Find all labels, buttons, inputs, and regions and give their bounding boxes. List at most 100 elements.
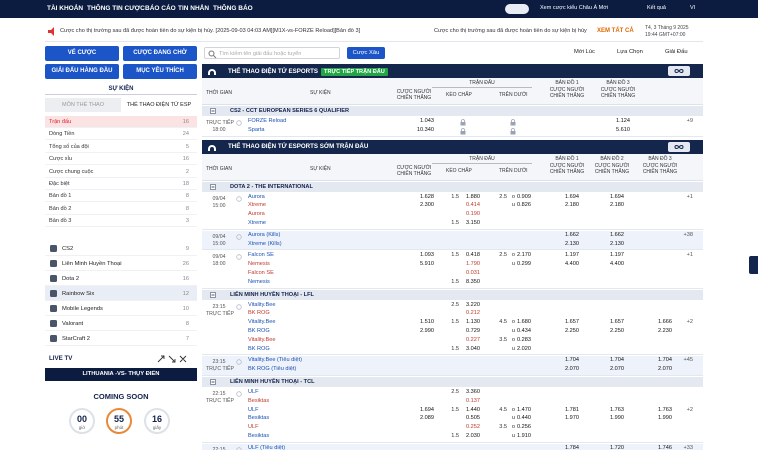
odds-map[interactable]: 1.763 <box>658 406 672 413</box>
market-item[interactable]: Cược chung cuộc 2 <box>45 166 197 178</box>
odds-map[interactable]: 1.990 <box>658 415 672 422</box>
team-name[interactable]: Xtreme <box>248 202 267 209</box>
team-name[interactable]: Falcon SE <box>248 269 274 276</box>
team-name[interactable]: Xtreme <box>248 219 267 226</box>
game-item[interactable]: CS2 9 <box>45 241 197 256</box>
odds-map[interactable]: 2.230 <box>658 327 672 334</box>
odds-map[interactable]: 4.400 <box>610 261 624 268</box>
odds-handicap[interactable]: 3.220 <box>466 301 480 308</box>
nav-item[interactable]: TIN NHẮN <box>178 5 210 12</box>
team-name[interactable]: Falcon SE <box>248 252 274 259</box>
team-name[interactable]: Vitality.Bee <box>248 336 276 343</box>
odds-handicap[interactable]: 0.190 <box>466 211 480 218</box>
odds-winner[interactable]: 2.089 <box>420 415 434 422</box>
more-markets[interactable]: +33 <box>683 444 694 450</box>
odds-map[interactable]: 1.694 <box>610 193 624 200</box>
odds-winner[interactable]: 1.510 <box>420 319 434 326</box>
odds-handicap[interactable]: 3.360 <box>466 389 480 395</box>
market-item[interactable]: Cược xỉu 16 <box>45 153 197 166</box>
more-markets[interactable]: +2 <box>686 406 693 413</box>
odds-handicap[interactable]: 0.414 <box>466 202 480 209</box>
odds-map[interactable]: 4.400 <box>565 261 579 268</box>
market-item[interactable]: Bản đồ 2 8 <box>45 203 197 215</box>
odds-map[interactable]: 1.197 <box>565 252 579 259</box>
nav-item[interactable]: BÁO CÁO <box>145 5 176 12</box>
odds-handicap[interactable]: 3.150 <box>466 219 480 226</box>
more-markets[interactable]: +38 <box>683 231 694 238</box>
nav-item[interactable]: THÔNG BÁO <box>213 5 253 12</box>
odds-map[interactable]: 2.180 <box>565 202 579 209</box>
odds-winner[interactable]: 5.910 <box>420 261 434 268</box>
odds-winner[interactable]: 2.990 <box>420 327 434 334</box>
market-item[interactable]: Dòng Tiền 24 <box>45 128 197 141</box>
team-name[interactable]: ULF <box>248 424 259 431</box>
odds-handicap[interactable]: 1.880 <box>466 193 480 200</box>
results[interactable]: Kết quả <box>647 5 666 11</box>
game-item[interactable]: Rainbow Six 12 <box>45 286 197 301</box>
odds-total[interactable]: 1.680 <box>517 319 531 326</box>
team-name[interactable]: Besiktas <box>248 433 270 439</box>
game-item[interactable]: StarCraft 2 7 <box>45 331 197 346</box>
team-name[interactable]: Aurora <box>248 193 265 200</box>
market-item[interactable]: Bản đồ 1 8 <box>45 190 197 203</box>
sport-tab[interactable]: MÔN THỂ THAO <box>45 98 121 112</box>
game-item[interactable]: Liên Minh Huyền Thoại 26 <box>45 256 197 271</box>
odds-total[interactable]: 0.256 <box>517 424 531 431</box>
market-item[interactable]: Bản đồ 3 3 <box>45 215 197 228</box>
odds-map[interactable]: 1.197 <box>610 252 624 259</box>
sidebar-button[interactable]: CƯỢC ĐANG CHỜ <box>123 46 197 61</box>
team-name[interactable]: Sparta <box>248 126 265 133</box>
view-all[interactable]: XEM TẤT CẢ <box>597 28 634 34</box>
odds-map[interactable]: 1.704 <box>565 357 579 364</box>
odds-total[interactable]: 2.170 <box>517 252 531 259</box>
odds-total[interactable]: 0.909 <box>517 193 531 200</box>
odds-map[interactable]: 2.250 <box>565 327 579 334</box>
odds-handicap[interactable]: 0.252 <box>466 424 480 431</box>
odds-total[interactable]: 1.910 <box>517 433 531 439</box>
odds-map[interactable]: 2.250 <box>610 327 624 334</box>
odds-map[interactable]: 1.784 <box>565 444 579 450</box>
odds-map[interactable]: 1.662 <box>610 231 624 238</box>
team-name[interactable]: ULF <box>248 389 259 395</box>
market-item[interactable]: Tổng số của đội 5 <box>45 141 197 153</box>
odds-total[interactable]: 0.440 <box>517 415 531 422</box>
odds-handicap[interactable]: 1.130 <box>466 319 480 326</box>
option-select[interactable]: Lựa Chọn <box>617 49 643 55</box>
odds-handicap[interactable]: 0.729 <box>466 327 480 334</box>
odds-map[interactable]: 1.990 <box>610 415 624 422</box>
odds-map[interactable]: 1.781 <box>565 406 579 413</box>
odds-map[interactable]: 2.070 <box>610 366 624 373</box>
team-name[interactable]: Nemesis <box>248 278 270 285</box>
team-name[interactable]: Vitality.Bee <box>248 319 276 326</box>
sport-tab-active[interactable]: THỂ THAO ĐIỆN TỬ ESP <box>121 98 197 112</box>
odds-map[interactable]: 1.704 <box>658 357 672 364</box>
odds-map[interactable]: 1.704 <box>610 357 624 364</box>
odds-winner[interactable]: 1.694 <box>420 406 434 413</box>
search-box[interactable]: Tìm kiếm tên giải đấu hoặc tuyển <box>204 47 340 59</box>
odds-winner[interactable]: 10.340 <box>416 126 434 133</box>
team-name[interactable]: FORZE Reload <box>248 118 287 124</box>
team-name[interactable]: Besiktas <box>248 415 270 422</box>
odds-map[interactable]: 2.070 <box>565 366 579 373</box>
odds-total[interactable]: 0.299 <box>517 261 531 268</box>
view-mode[interactable]: Xem cược kiểu Châu Á Mới <box>540 5 609 11</box>
odds-total[interactable]: 0.434 <box>517 327 531 334</box>
odds-winner[interactable]: 2.300 <box>420 202 434 209</box>
odds-handicap[interactable]: 0.227 <box>466 336 480 343</box>
odds-winner[interactable]: 1.628 <box>420 193 434 200</box>
market-item[interactable]: Đặc biệt 18 <box>45 178 197 190</box>
odds-total[interactable]: 1.470 <box>517 406 531 413</box>
game-item[interactable]: Mobile Legends 10 <box>45 301 197 316</box>
odds-handicap[interactable]: 2.030 <box>466 433 480 439</box>
odds-winner[interactable]: 1.043 <box>420 118 434 124</box>
odds-total[interactable]: 0.283 <box>517 336 531 343</box>
expand-button[interactable] <box>668 66 690 76</box>
team-name[interactable]: Vitality.Bee (Tiêu diệt) <box>248 357 302 364</box>
team-name[interactable]: Xtreme (Kills) <box>248 240 282 247</box>
odds-map[interactable]: 1.763 <box>610 406 624 413</box>
nav-item[interactable]: THÔNG TIN CƯỢC <box>87 5 145 12</box>
team-name[interactable]: Besiktas <box>248 397 270 404</box>
odds-map[interactable]: 1.657 <box>610 319 624 326</box>
team-name[interactable]: Aurora (Kills) <box>248 231 281 238</box>
odds-handicap[interactable]: 0.212 <box>466 310 480 317</box>
